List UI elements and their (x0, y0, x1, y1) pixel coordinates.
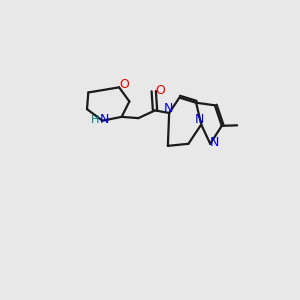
Text: N: N (99, 113, 109, 126)
Text: N: N (210, 136, 220, 149)
Text: N: N (164, 102, 173, 115)
Text: H: H (91, 115, 99, 125)
Text: O: O (155, 84, 165, 97)
Text: O: O (120, 78, 129, 91)
Text: N: N (195, 113, 204, 126)
